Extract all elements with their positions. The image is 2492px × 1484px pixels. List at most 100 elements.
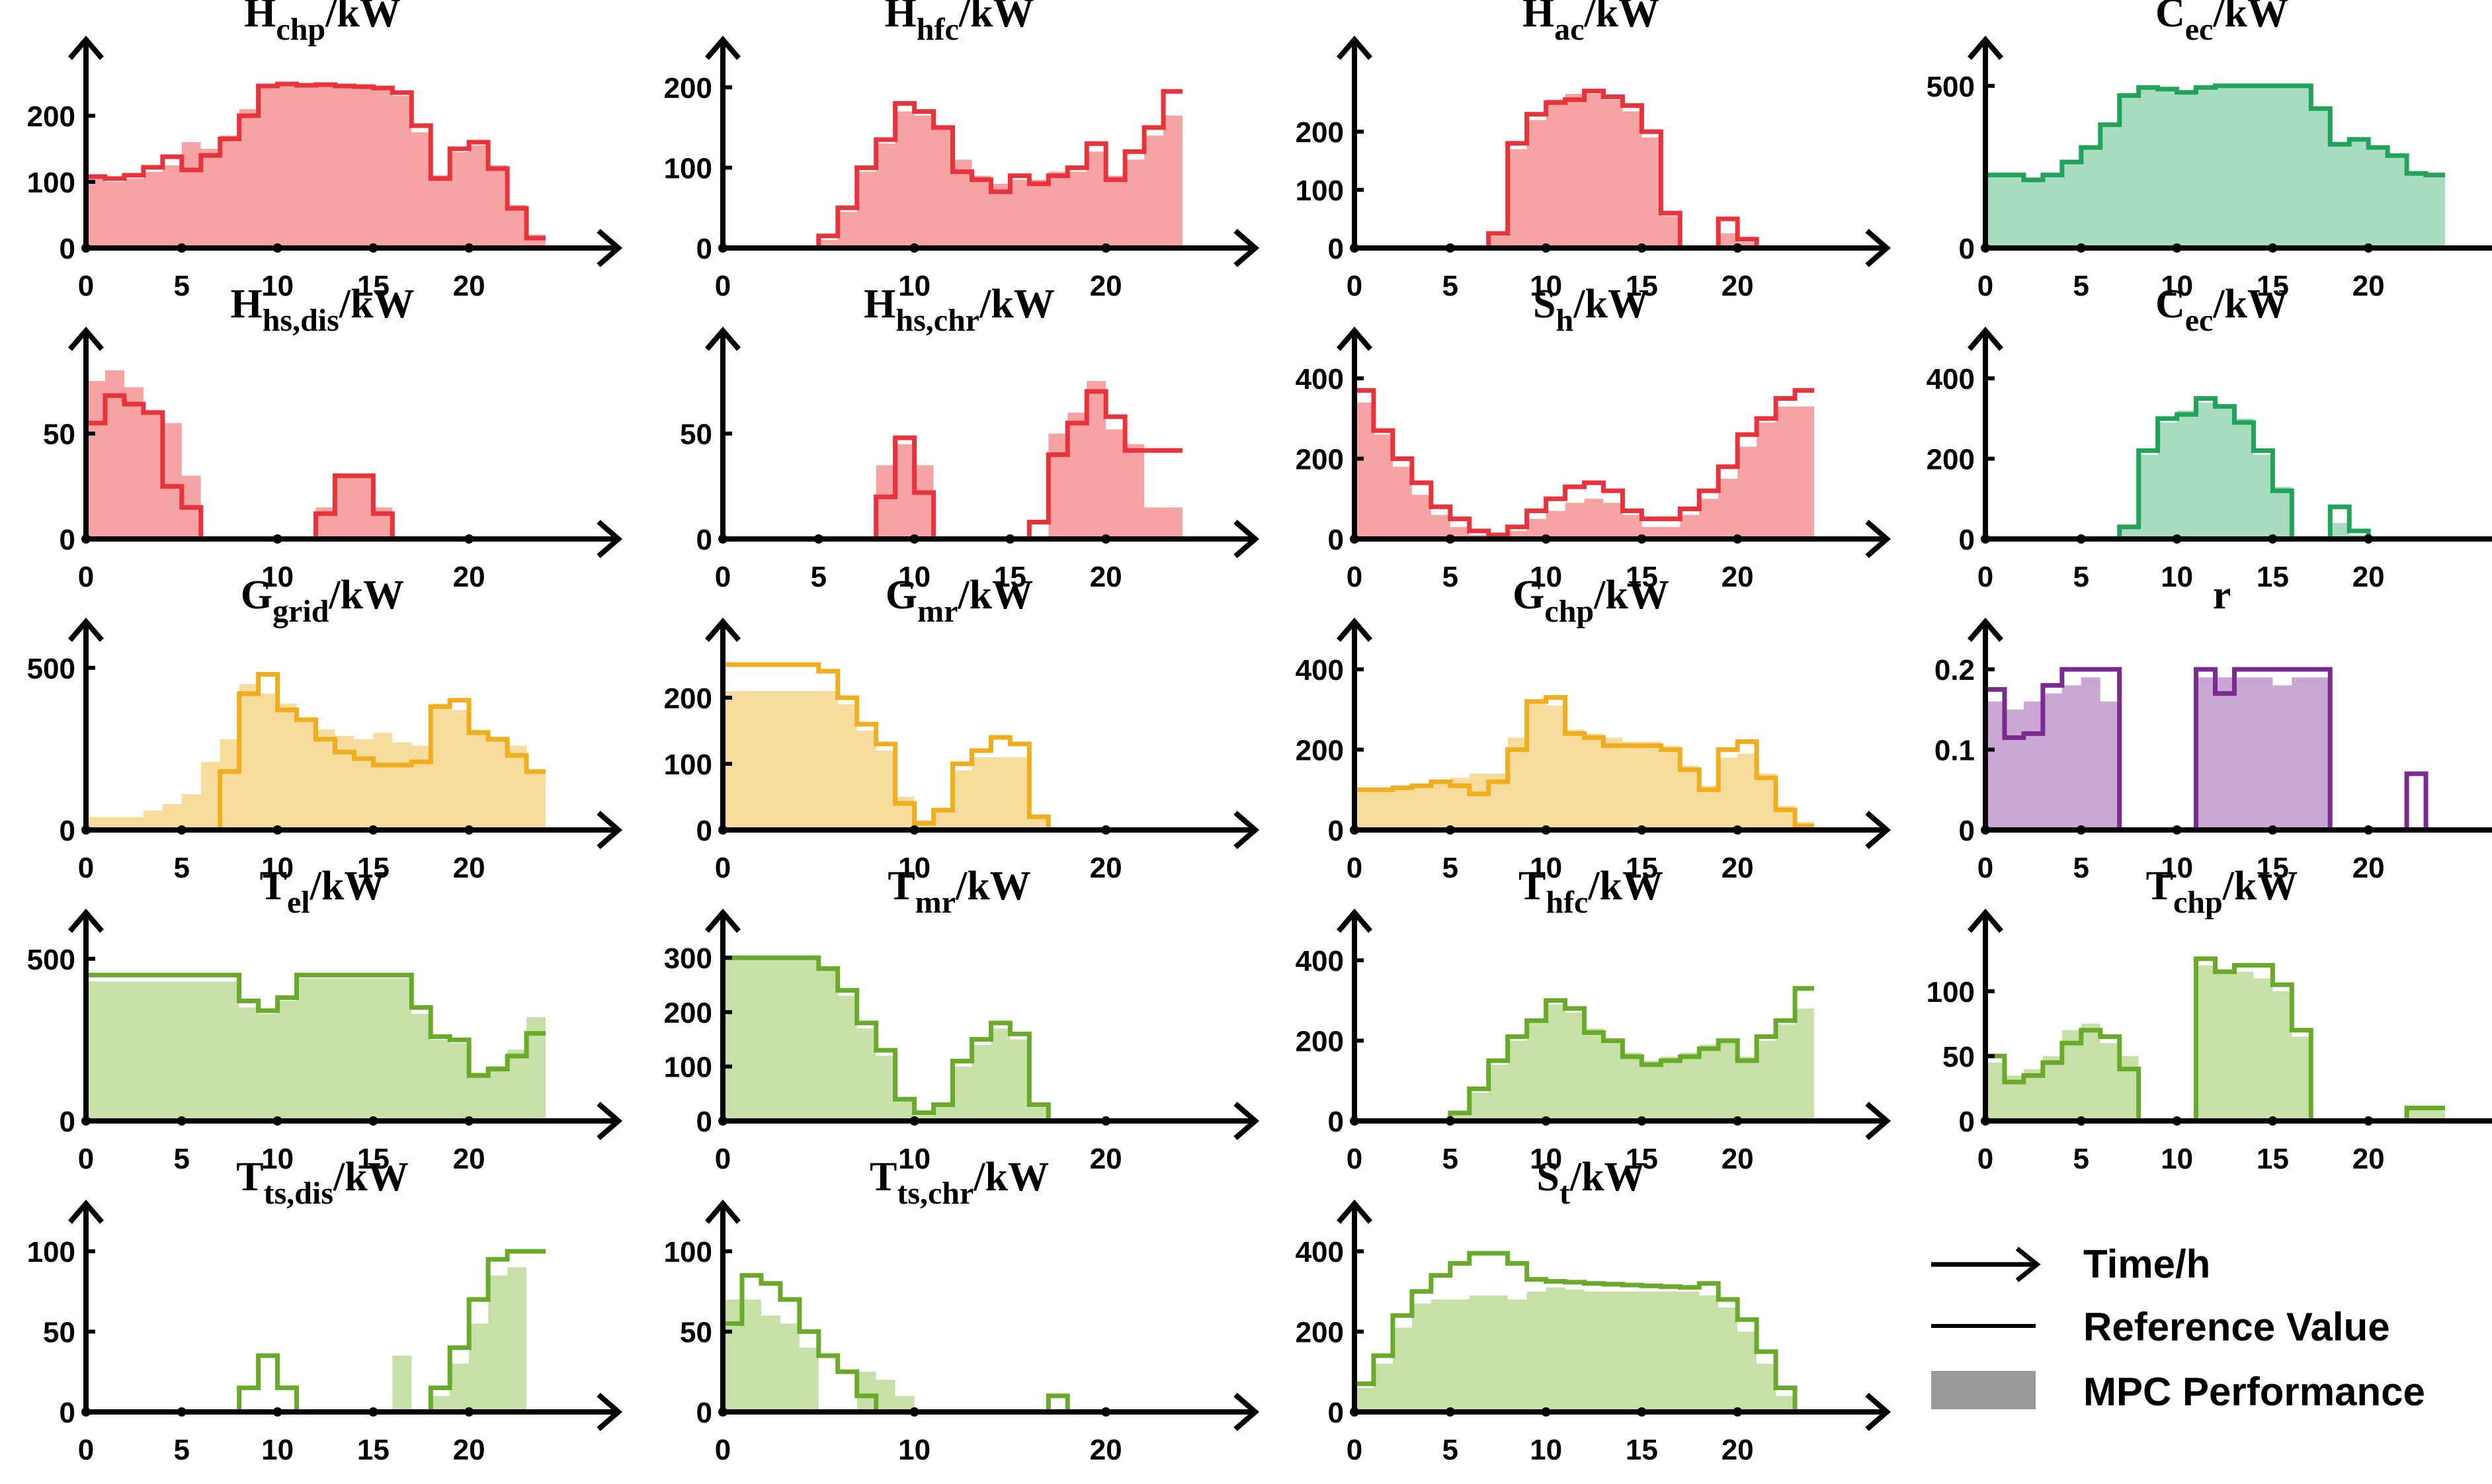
y-tick-label-H_hfc: 0 [696,233,712,265]
x-tick-label-T_mr: 10 [898,1143,931,1175]
title-sub-T_chp: chp [2173,885,2223,920]
x-tick-label-H_hs_chr: 15 [994,561,1026,593]
reference-line-C_ec [1985,83,2445,183]
panel-G_grid: 0 5 10 15 20 0 500 Ggrid/kW [27,573,623,884]
y-tick-label-G_chp: 200 [1296,735,1344,767]
title-unit-H_chp: /kW [325,0,401,36]
x-tick-label-G_chp: 5 [1442,852,1458,884]
title-main-H_hs_chr: H [864,282,895,327]
chart-title-H_hfc: Hhfc/kW [885,0,1034,47]
y-axis-arrow-H_hs_dis [67,326,104,351]
title-unit-H_hfc: /kW [958,0,1034,36]
x-tick-label-H_chp: 15 [357,270,390,302]
x-tick-label-G_mr: 10 [898,852,931,884]
panel-T_chp: 0 5 10 15 20 0 50 100 Tchp/kW [1927,864,2492,1175]
title-unit-T_el: /kW [310,864,386,909]
y-tick-label-G_grid: 500 [27,653,75,685]
legend-reference-label: Reference Value [2083,1305,2390,1349]
x-tick-label-H_hs_chr: 0 [715,561,731,593]
mpc-area-S_h [1354,402,1814,539]
title-main-T_ts_chr: T [870,1155,897,1200]
x-tick-label-H_hfc: 10 [898,270,931,302]
x-tick-label-H_hs_chr: 10 [898,561,931,593]
x-tick-mark-T_mr [909,1116,919,1126]
x-tick-mark-S_h [1637,534,1647,544]
x-tick-mark-S_h [1541,534,1551,544]
y-tick-label-S_t: 400 [1296,1236,1344,1268]
x-tick-label-T_hfc: 0 [1347,1143,1362,1175]
y-tick-label-T_mr: 200 [664,997,712,1029]
x-tick-label-G_chp: 10 [1530,852,1562,884]
x-axis-arrow-T_ts_chr [1233,1392,1260,1432]
x-tick-mark-H_hs_chr [909,534,919,544]
title-unit-G_grid: /kW [328,573,404,618]
x-tick-mark-H_chp [368,243,378,253]
x-tick-mark-S_t [1637,1407,1647,1417]
title-unit-T_mr: /kW [955,864,1031,909]
legend-mpc-label: MPC Performance [2083,1370,2425,1414]
title-main-C_ec2: C [2155,282,2185,327]
mpc-area-T_mr [723,958,1183,1121]
chart-title-T_ts_dis: Tts,dis/kW [236,1155,408,1211]
title-sub-T_hfc: hfc [1546,885,1588,920]
y-tick-label-T_hfc: 400 [1296,945,1344,977]
mpc-area-G_mr [723,691,1183,830]
y-tick-label-T_ts_chr: 0 [696,1397,712,1429]
title-main-T_el: T [260,864,287,909]
y-tick-label-H_chp: 100 [27,167,75,199]
x-tick-mark-G_mr [1101,825,1111,835]
y-tick-label-T_el: 0 [60,1106,75,1138]
x-axis-arrow-H_ac [1865,228,1891,268]
x-axis-arrow-T_ts_dis [597,1392,623,1432]
y-tick-label-G_grid: 0 [60,815,75,847]
x-tick-label-H_hs_dis: 0 [78,561,94,593]
x-tick-label-H_chp: 20 [453,270,485,302]
legend-time-arrow-head [2015,1247,2041,1282]
y-tick-label-T_el: 500 [27,944,75,976]
title-sub-T_mr: mr [915,885,956,920]
mpc-area-S_t [1354,1287,1814,1412]
x-tick-mark-G_chp [1541,825,1551,835]
x-axis-arrow-G_grid [597,810,623,850]
title-main-H_chp: H [244,0,276,36]
y-tick-label-T_hfc: 200 [1296,1026,1344,1058]
x-tick-label-H_ac: 10 [1530,270,1562,302]
x-tick-mark-r [2268,825,2278,835]
x-tick-label-T_ts_chr: 10 [898,1434,931,1466]
x-tick-mark-T_ts_chr [909,1407,919,1417]
x-tick-label-C_ec: 0 [1977,270,1993,302]
title-unit-S_t: /kW [1569,1155,1645,1200]
panel-T_ts_chr: 0 10 20 0 50 100 Tts,chr/kW [664,1155,1260,1466]
y-axis-arrow-H_chp [67,35,104,60]
title-main-r: r [2213,573,2231,618]
title-main-T_mr: T [888,864,915,909]
x-tick-mark-G_chp [1733,825,1743,835]
y-axis-arrow-H_hfc [704,35,741,60]
y-axis-arrow-C_ec2 [1967,326,2004,351]
title-sub-S_h: h [1556,303,1574,338]
x-axis-arrow-H_hfc [1233,228,1260,268]
x-tick-mark-T_hfc [1445,1116,1455,1126]
x-tick-mark-T_el [177,1116,187,1126]
x-tick-label-S_h: 0 [1347,561,1362,593]
x-tick-mark-G_grid [368,825,378,835]
x-tick-mark-H_hfc [1101,243,1111,253]
x-tick-label-T_mr: 20 [1090,1143,1122,1175]
mpc-area-H_hs_chr [723,380,1183,539]
title-unit-C_ec: /kW [2212,0,2288,36]
x-tick-mark-G_grid [272,825,282,835]
x-tick-label-T_ts_dis: 0 [78,1434,94,1466]
reference-line-T_hfc [1354,986,1814,1124]
legend-mpc-patch [1931,1371,2036,1409]
reference-line-H_chp [86,81,546,241]
title-main-H_ac: H [1522,0,1554,36]
x-tick-label-T_ts_dis: 20 [453,1434,485,1466]
x-tick-mark-T_chp [2268,1116,2278,1126]
x-tick-label-H_hs_chr: 20 [1090,561,1122,593]
y-tick-label-T_mr: 300 [664,942,712,975]
